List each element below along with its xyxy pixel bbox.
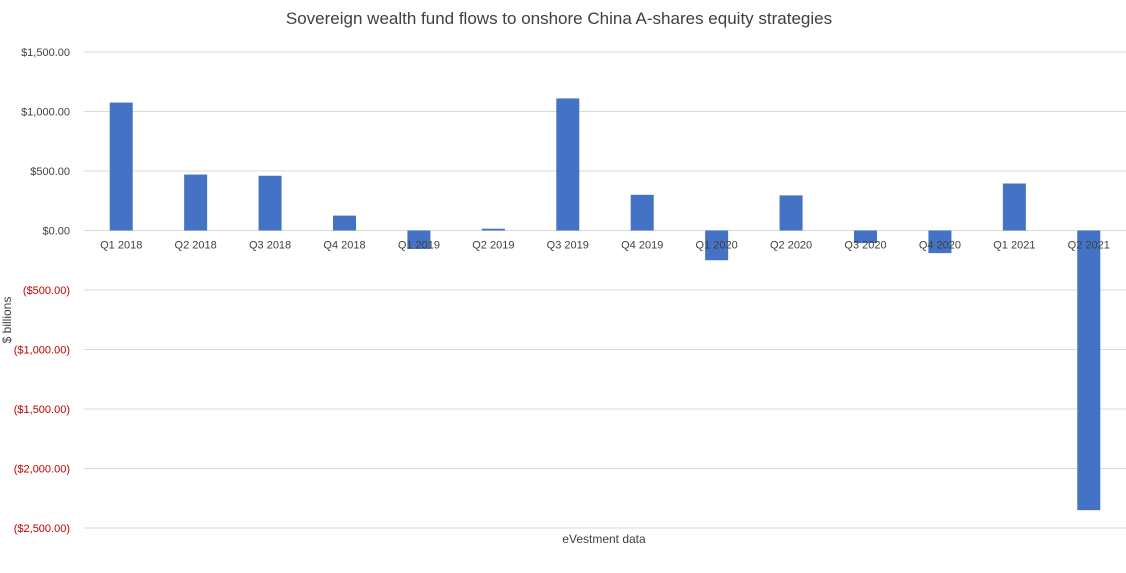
bar [481,228,505,231]
bar [258,175,282,231]
x-category-label: Q2 2018 [175,240,217,252]
x-category-label: Q3 2020 [844,240,886,252]
x-category-label: Q4 2019 [621,240,663,252]
x-category-label: Q2 2021 [1068,240,1110,252]
bar [556,98,580,231]
y-axis-title: $ billions [0,297,14,344]
bar [928,230,952,254]
x-category-label: Q1 2018 [100,240,142,252]
y-tick-label: $1,000.00 [21,107,70,119]
x-category-label: Q2 2020 [770,240,812,252]
bar [407,230,431,249]
bar [854,230,877,243]
y-tick-label: ($1,000.00) [14,345,70,357]
y-axis-ticks: $1,500.00 $1,000.00 $500.00 $0.00 ($500.00) (… [14,47,70,535]
chart-title: Sovereign wealth fund flows to onshore C… [286,9,832,28]
bar [1002,183,1026,231]
x-category-label: Q4 2018 [323,240,365,252]
bar [705,230,729,261]
gridlines [84,51,1126,529]
y-tick-label: ($2,000.00) [14,464,70,476]
y-tick-label: ($2,500.00) [14,523,70,535]
bar [630,194,654,231]
x-category-label: Q4 2020 [919,240,961,252]
x-category-label: Q3 2019 [547,240,589,252]
x-category-label: Q1 2021 [993,240,1035,252]
y-tick-label: $1,500.00 [21,47,70,59]
bar [1077,230,1101,511]
y-tick-label: $500.00 [30,166,70,178]
bar [333,215,356,231]
bar [779,195,803,231]
y-tick-label: $0.00 [42,226,70,238]
y-tick-label: ($500.00) [23,285,70,297]
x-axis-category-labels: Q1 2018 Q2 2018 Q3 2018 Q4 2018 Q1 2019 Q2 20… [100,240,1110,252]
x-axis-title: eVestment data [562,532,646,546]
x-category-label: Q1 2019 [398,240,440,252]
bar [184,174,208,231]
y-tick-label: ($1,500.00) [14,404,70,416]
x-category-label: Q1 2020 [696,240,738,252]
bars [109,98,1101,511]
x-category-label: Q2 2019 [472,240,514,252]
x-category-label: Q3 2018 [249,240,291,252]
bar [109,102,133,231]
